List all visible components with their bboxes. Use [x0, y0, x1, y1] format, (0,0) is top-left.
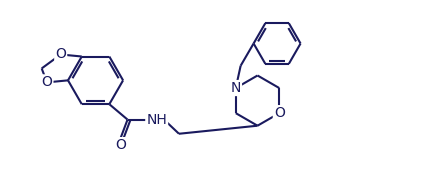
- Text: N: N: [230, 81, 241, 95]
- Text: NH: NH: [146, 113, 167, 127]
- Text: O: O: [55, 48, 66, 61]
- Text: O: O: [274, 106, 285, 120]
- Text: O: O: [115, 138, 126, 152]
- Text: O: O: [42, 75, 52, 89]
